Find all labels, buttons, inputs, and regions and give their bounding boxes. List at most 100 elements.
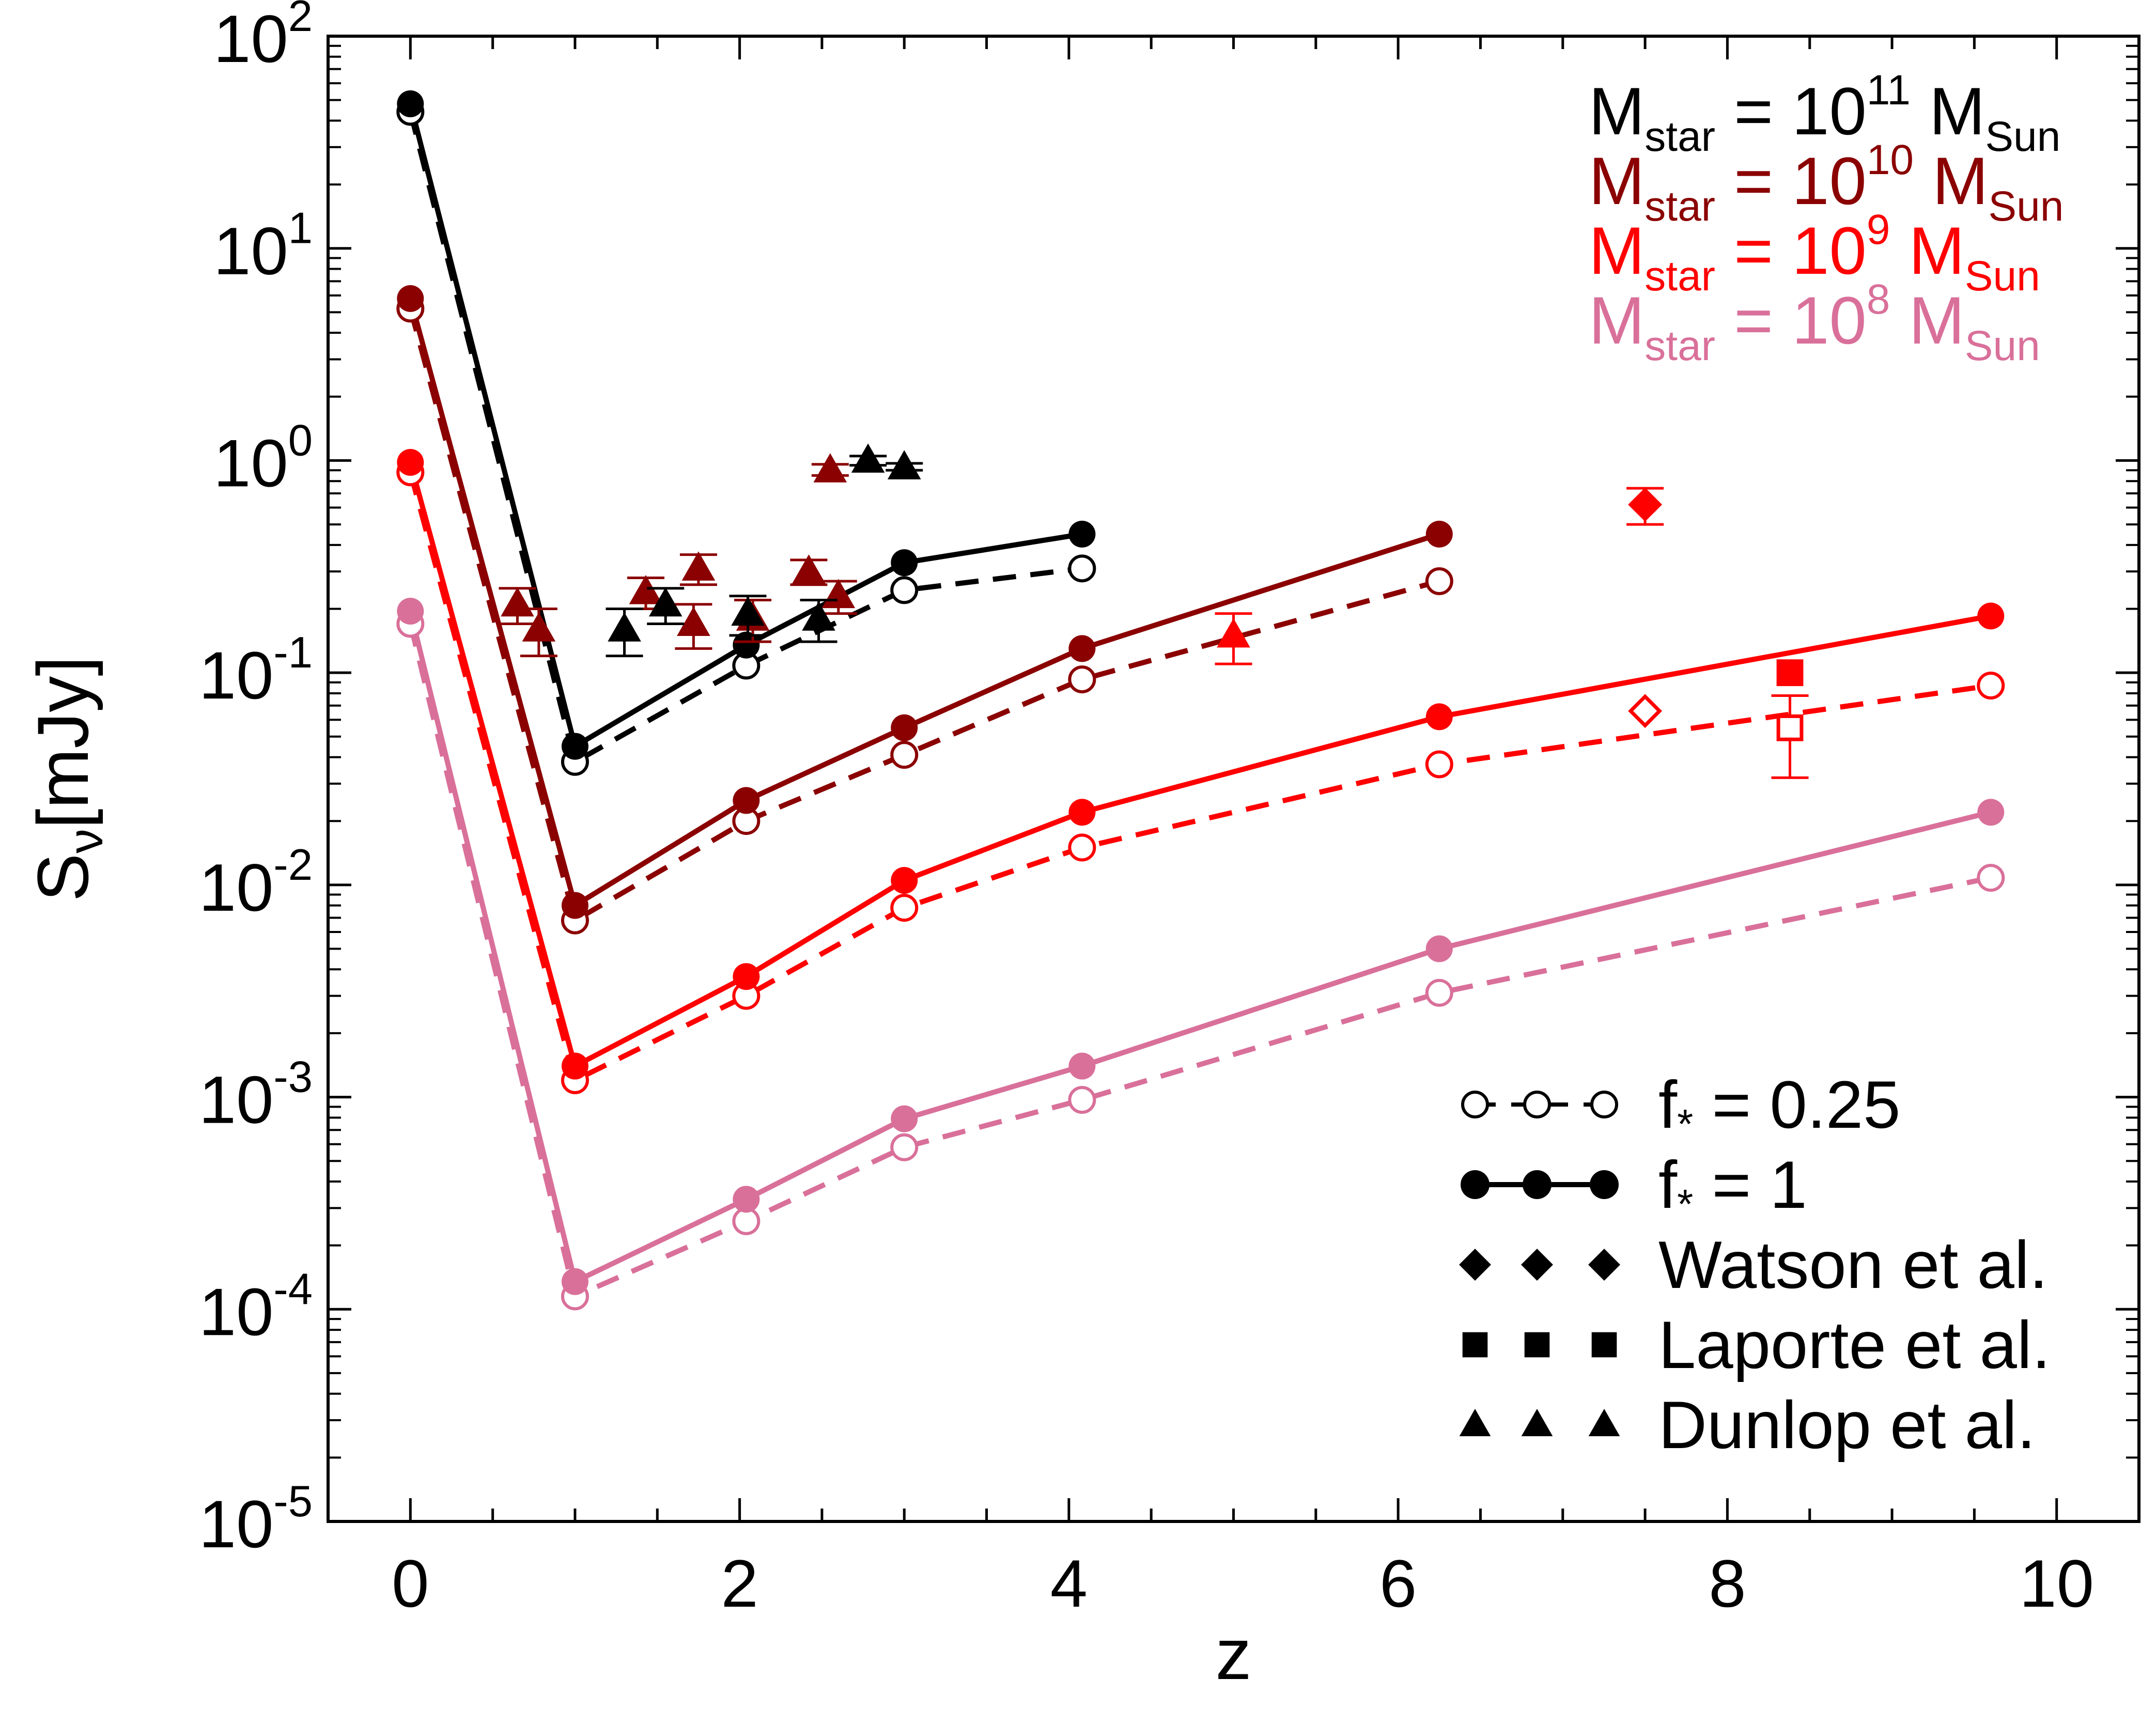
legend-marker-square: [1524, 1332, 1550, 1358]
y-tick-base: 10: [199, 850, 274, 925]
y-tick-base: 10: [213, 213, 288, 289]
y-tick-exponent: -3: [273, 1053, 313, 1102]
series-line-dashed-m10: [408, 308, 1440, 925]
legend-label-sub: *: [1677, 1101, 1693, 1147]
legend-marker-diamond: [1521, 1249, 1553, 1281]
x-tick-label: 2: [721, 1546, 758, 1621]
mass-label-eq: = 10: [1715, 213, 1867, 288]
y-tick-exponent: -4: [273, 1265, 313, 1314]
mass-label-msun: M: [1914, 143, 1988, 219]
legend-filled-circle: [1590, 1170, 1619, 1199]
obs-point-watson: [1628, 487, 1663, 522]
point-open-m8: [1425, 978, 1453, 1007]
obs-point-dunlop: [792, 554, 826, 584]
legend-label-main: Watson et al.: [1658, 1227, 2048, 1302]
y-tick-label: 10-5: [199, 1477, 313, 1562]
mass-label-exp: 11: [1867, 67, 1911, 114]
point-filled-m9: [1068, 799, 1096, 826]
mass-label-sub: star: [1645, 253, 1715, 300]
y-axis-label-sub: ν: [58, 829, 113, 853]
obs-point-dunlop: [648, 587, 683, 617]
model-curves: [396, 90, 2005, 1311]
legend-filled-circle: [1523, 1170, 1552, 1199]
point-filled-m9: [733, 963, 760, 990]
point-filled-m8: [561, 1268, 588, 1295]
mass-label-sub: Sun: [1965, 253, 2040, 300]
mass-label-M: M: [1589, 73, 1645, 149]
point-filled-m9: [1425, 703, 1453, 731]
mass-label-M: M: [1589, 213, 1645, 288]
point-open-m9: [890, 894, 919, 922]
point-open-m11: [890, 576, 919, 604]
legend-marker-triangle: [1588, 1408, 1620, 1436]
point-filled-m10: [1425, 520, 1453, 548]
y-tick-label: 10-1: [199, 628, 313, 713]
mass-label-sub: star: [1645, 322, 1715, 369]
y-tick-exponent: 2: [288, 0, 313, 41]
y-axis-label-rest: [mJy]: [22, 656, 103, 829]
mass-label-sub: star: [1645, 183, 1715, 230]
legend-marker-diamond: [1459, 1249, 1491, 1281]
series-line-dashed-m9: [408, 471, 1991, 1084]
legend-label-main: Laporte et al.: [1658, 1307, 2051, 1382]
point-filled-m9: [891, 867, 918, 894]
legend-label-sub: *: [1677, 1181, 1693, 1227]
y-tick-base: 10: [213, 425, 288, 501]
y-tick-exponent: -5: [273, 1477, 313, 1526]
mass-label-m9: Mstar = 109 MSun: [1589, 206, 2040, 300]
observations: [499, 443, 1809, 779]
y-tick-label: 101: [213, 204, 313, 289]
mass-label-eq: = 10: [1715, 73, 1867, 149]
mass-label-m8: Mstar = 108 MSun: [1589, 276, 2040, 369]
point-open-m10: [1425, 567, 1453, 595]
series-line-dashed-m11: [408, 111, 1082, 766]
legend-marker-square: [1462, 1332, 1488, 1358]
legend-open-circle: [1461, 1091, 1489, 1118]
point-open-m8: [1977, 864, 2005, 892]
mass-label-m10: Mstar = 1010 MSun: [1589, 136, 2064, 230]
point-filled-m10: [733, 787, 760, 814]
y-tick-exponent: -2: [273, 841, 313, 890]
y-tick-label: 102: [213, 0, 313, 76]
legend-open-circle: [1590, 1091, 1618, 1118]
x-tick-label: 0: [392, 1546, 429, 1621]
legend-label-rest: = 1: [1693, 1147, 1807, 1222]
y-tick-base: 10: [213, 1, 288, 76]
mass-label-msun: M: [1890, 283, 1964, 358]
legend-label: Watson et al.: [1658, 1227, 2048, 1302]
y-tick-label: 100: [213, 416, 313, 501]
obs-point-dunlop: [851, 443, 885, 473]
mass-label-sub: Sun: [1985, 113, 2060, 160]
mass-label-M: M: [1589, 283, 1645, 358]
point-filled-m11: [397, 90, 424, 117]
legend-marker-triangle: [1459, 1408, 1491, 1436]
mass-label-msun: M: [1911, 73, 1985, 149]
obs-point-dunlop: [629, 574, 663, 604]
legend-marker-triangle: [1521, 1408, 1553, 1436]
legend-label: Laporte et al.: [1658, 1307, 2051, 1382]
point-filled-m10: [397, 285, 424, 312]
point-filled-m8: [1425, 935, 1453, 962]
x-tick-label: 4: [1050, 1546, 1088, 1621]
mass-label-eq: = 10: [1715, 143, 1867, 219]
mass-label-exp: 10: [1867, 136, 1914, 183]
point-filled-m8: [1977, 799, 2005, 826]
legend-label-rest: = 0.25: [1693, 1067, 1900, 1142]
x-tick-label: 6: [1379, 1546, 1417, 1621]
obs-point-dunlop: [608, 612, 641, 642]
point-filled-m8: [397, 598, 424, 625]
y-tick-label: 10-4: [199, 1265, 313, 1349]
y-tick-base: 10: [199, 1274, 274, 1349]
y-axis-label-main: S: [22, 853, 103, 902]
point-filled-m10: [1068, 635, 1096, 662]
mass-label-sub: star: [1645, 113, 1715, 160]
point-open-m9: [1425, 750, 1453, 779]
point-filled-m8: [891, 1105, 918, 1132]
y-tick-exponent: 0: [288, 416, 313, 465]
mass-label-m11: Mstar = 1011 MSun: [1589, 67, 2060, 160]
obs-point-dunlop: [501, 587, 534, 617]
legend-marker-diamond: [1588, 1249, 1620, 1281]
obs-point-dunlop: [1217, 618, 1250, 648]
